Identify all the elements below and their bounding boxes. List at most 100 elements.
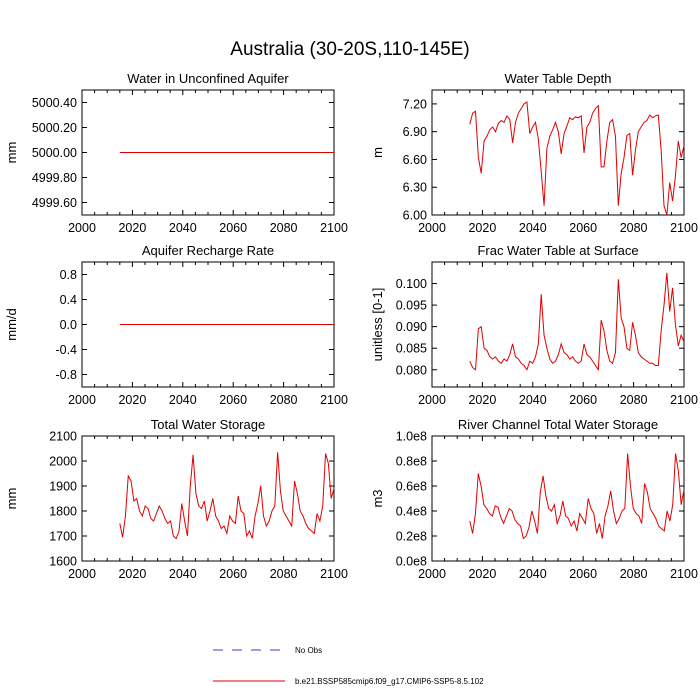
panel-6: River Channel Total Water Storage m3 2000 2…: [370, 417, 698, 581]
x-tick-label: 2060: [219, 567, 247, 581]
x-tick-label: 2020: [118, 567, 146, 581]
y-tick-label: 1.0e8: [396, 430, 427, 444]
x-tick-label: 2020: [468, 393, 496, 407]
series-line: [119, 452, 335, 540]
y-tick-label: 2000: [49, 455, 77, 469]
x-tick-label: 2020: [118, 393, 146, 407]
legend-label-no-obs: No Obs: [295, 646, 322, 655]
y-tick-label: 6.30: [403, 181, 427, 195]
y-axis-label: mm: [4, 142, 19, 164]
x-tick-label: 2080: [620, 567, 648, 581]
y-tick-label: 0.8e8: [396, 455, 427, 469]
y-tick-label: 1800: [49, 505, 77, 519]
y-tick-label: 0.4e8: [396, 505, 427, 519]
x-tick-label: 2040: [519, 567, 547, 581]
x-tick-label: 2020: [118, 221, 146, 235]
panel-title: Frac Water Table at Surface: [477, 243, 638, 258]
y-tick-label: 0.100: [396, 277, 427, 291]
legend-item-model-run: b.e21.BSSP585cmip6.f09_g17.CMIP6-SSP5-8.…: [213, 677, 484, 686]
x-tick-label: 2000: [68, 567, 96, 581]
x-tick-label: 2000: [418, 393, 446, 407]
x-tick-label: 2060: [569, 567, 597, 581]
x-tick-label: 2000: [418, 567, 446, 581]
series-line: [469, 453, 685, 540]
panel-frame: [431, 435, 685, 562]
x-tick-label: 2060: [219, 221, 247, 235]
panel-frame: [431, 89, 685, 216]
y-tick-label: 1900: [49, 480, 77, 494]
panel-title: Aquifer Recharge Rate: [142, 243, 274, 258]
legend: No Obs b.e21.BSSP585cmip6.f09_g17.CMIP6-…: [213, 646, 484, 686]
y-tick-label: 4999.80: [32, 171, 77, 185]
panel-title: Water in Unconfined Aquifer: [127, 71, 289, 86]
x-tick-label: 2080: [620, 221, 648, 235]
y-tick-label: 0.090: [396, 320, 427, 334]
y-axis-label: unitless [0-1]: [370, 288, 385, 362]
legend-item-no-obs: No Obs: [213, 646, 322, 655]
x-tick-label: 2020: [468, 567, 496, 581]
panel-5: Total Water Storage mm 2000 2020 2040 2060 208…: [4, 417, 348, 581]
y-tick-label: 0.080: [396, 363, 427, 377]
y-tick-label: 6.00: [403, 209, 427, 223]
panel-1: Water in Unconfined Aquifer mm 2000 2020 204…: [4, 71, 348, 235]
y-tick-label: 1600: [49, 555, 77, 569]
x-tick-label: 2100: [670, 567, 698, 581]
y-tick-label: 7.20: [403, 97, 427, 111]
x-tick-label: 2040: [169, 221, 197, 235]
x-tick-label: 2020: [468, 221, 496, 235]
legend-label-model-run: b.e21.BSSP585cmip6.f09_g17.CMIP6-SSP5-8.…: [295, 677, 484, 686]
x-tick-label: 2100: [320, 221, 348, 235]
y-tick-label: 5000.40: [32, 96, 77, 110]
y-tick-label: 0.8: [60, 268, 77, 282]
x-tick-label: 2000: [68, 393, 96, 407]
x-tick-label: 2060: [569, 221, 597, 235]
y-tick-label: 6.90: [403, 125, 427, 139]
y-tick-label: -0.8: [55, 368, 77, 382]
y-tick-label: -0.4: [55, 343, 77, 357]
x-tick-label: 2080: [620, 393, 648, 407]
x-tick-label: 2100: [670, 221, 698, 235]
x-tick-label: 2040: [519, 393, 547, 407]
figure-title: Australia (30-20S,110-145E): [230, 39, 469, 60]
x-tick-label: 2040: [169, 393, 197, 407]
y-tick-label: 0.0e8: [396, 555, 427, 569]
x-tick-label: 2080: [270, 221, 298, 235]
panel-3: Aquifer Recharge Rate mm/d 2000 2020 2040 206…: [4, 243, 348, 407]
x-tick-label: 2100: [320, 567, 348, 581]
y-tick-label: 0.095: [396, 299, 427, 313]
x-tick-label: 2080: [270, 567, 298, 581]
x-tick-label: 2060: [219, 393, 247, 407]
panel-title: River Channel Total Water Storage: [458, 417, 658, 432]
y-axis-label: m3: [370, 489, 385, 507]
y-tick-label: 6.60: [403, 153, 427, 167]
series-line: [469, 272, 685, 372]
x-tick-label: 2000: [68, 221, 96, 235]
panel-title: Water Table Depth: [505, 71, 612, 86]
x-tick-label: 2100: [670, 393, 698, 407]
x-tick-label: 2080: [270, 393, 298, 407]
panels: Water in Unconfined Aquifer mm 2000 2020 204…: [4, 71, 698, 581]
panel-frame: [81, 435, 335, 562]
y-tick-label: 0.085: [396, 342, 427, 356]
x-tick-label: 2040: [169, 567, 197, 581]
panel-title: Total Water Storage: [151, 417, 265, 432]
y-tick-label: 0.0: [60, 318, 77, 332]
x-tick-label: 2060: [569, 393, 597, 407]
y-axis-label: m: [370, 147, 385, 158]
y-tick-label: 1700: [49, 530, 77, 544]
y-tick-label: 2100: [49, 430, 77, 444]
x-tick-label: 2100: [320, 393, 348, 407]
series-line: [469, 101, 685, 216]
y-tick-label: 0.4: [60, 293, 77, 307]
y-axis-label: mm: [4, 488, 19, 510]
y-tick-label: 5000.00: [32, 146, 77, 160]
y-tick-label: 4999.60: [32, 196, 77, 210]
x-tick-label: 2040: [519, 221, 547, 235]
panel-4: Frac Water Table at Surface unitless [0-1…: [370, 243, 698, 407]
panel-2: Water Table Depth m 2000 2020 2040 2060 2080 21…: [370, 71, 698, 235]
y-tick-label: 0.2e8: [396, 530, 427, 544]
x-tick-label: 2000: [418, 221, 446, 235]
y-tick-label: 0.6e8: [396, 480, 427, 494]
panel-frame: [431, 261, 685, 388]
